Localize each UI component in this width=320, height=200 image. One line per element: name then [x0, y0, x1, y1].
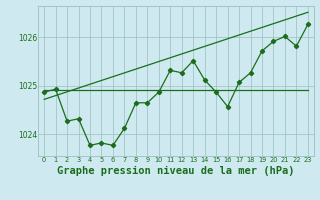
X-axis label: Graphe pression niveau de la mer (hPa): Graphe pression niveau de la mer (hPa)	[57, 166, 295, 176]
